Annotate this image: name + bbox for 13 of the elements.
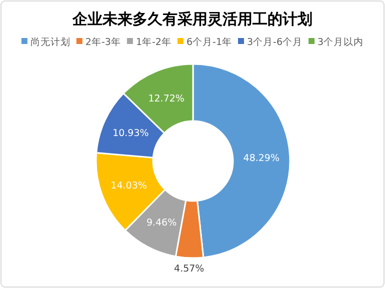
data-label: 48.29% xyxy=(243,152,280,164)
legend-label: 3个月-6个月 xyxy=(247,36,303,48)
legend-label: 3个月以内 xyxy=(318,36,364,48)
chart-title: 企业未来多久有采用灵活用工的计划 xyxy=(72,10,312,28)
data-label: 4.57% xyxy=(174,263,204,274)
data-label: 10.93% xyxy=(112,128,149,140)
data-label: 12.72% xyxy=(148,93,184,104)
legend-label: 1年-2年 xyxy=(136,36,172,48)
legend-label: 2年-3年 xyxy=(85,36,121,48)
legend-label: 6个月-1年 xyxy=(186,36,232,48)
data-label: 9.46% xyxy=(146,217,177,228)
legend-label: 尚无计划 xyxy=(30,36,70,48)
data-label: 14.03% xyxy=(110,180,147,192)
